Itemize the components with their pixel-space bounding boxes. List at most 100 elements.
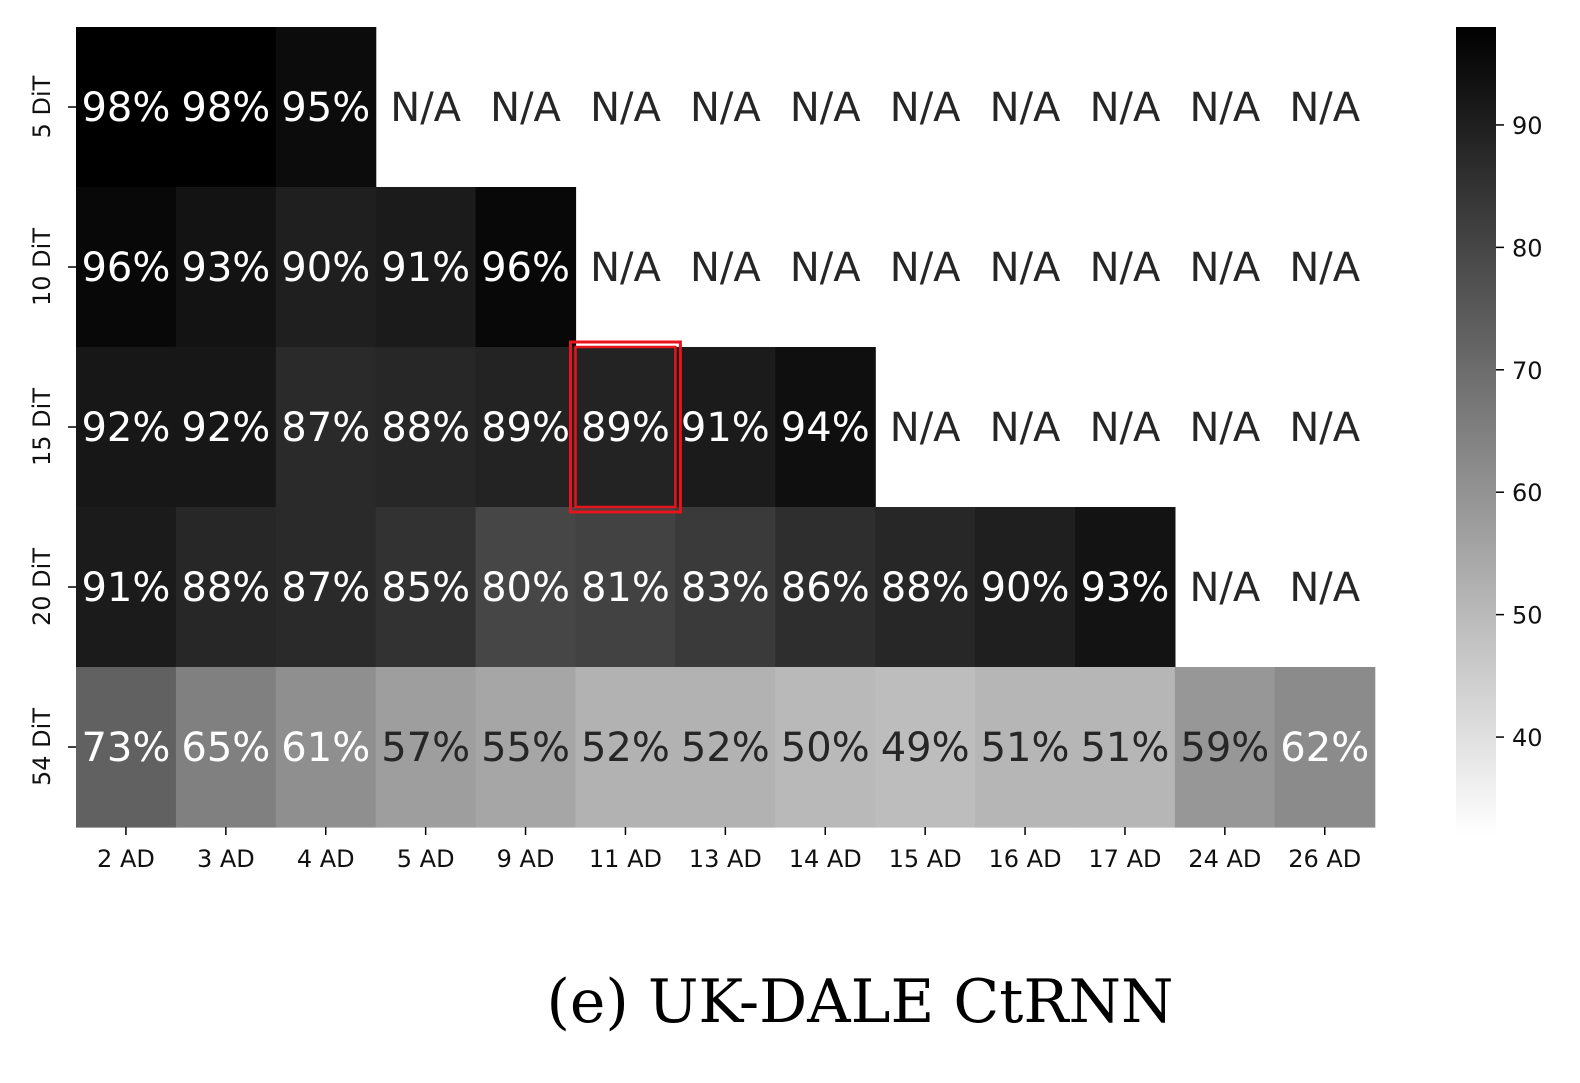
heatmap-cell (175, 507, 277, 668)
heatmap-na-label: N/A (990, 245, 1061, 291)
heatmap-na-label: N/A (1090, 405, 1161, 451)
colorbar-tick-label: 60 (1512, 479, 1543, 507)
heatmap-na-label: N/A (1189, 85, 1260, 131)
heatmap-cell (175, 347, 277, 508)
heatmap-cell (175, 187, 277, 348)
heatmap-na-label: N/A (1189, 565, 1260, 611)
heatmap-cell-label: 92% (181, 405, 270, 451)
heatmap-cell-label: 81% (581, 565, 670, 611)
heatmap-cell-label: 89% (481, 405, 570, 451)
colorbar: 40 50 60 70 80 90 (1456, 27, 1543, 835)
y-tick-label: 54 DiT (28, 708, 56, 786)
heatmap-cell (975, 507, 1076, 668)
heatmap-na-label: N/A (790, 85, 861, 131)
heatmap-cell (76, 27, 177, 188)
x-tick-label: 14 AD (789, 845, 862, 873)
heatmap-na-label: N/A (1289, 245, 1360, 291)
heatmap-na-label: N/A (890, 85, 961, 131)
x-tick-label: 4 AD (297, 845, 355, 873)
heatmap-cell-label: 93% (1080, 565, 1169, 611)
heatmap-cell-label: 73% (81, 725, 170, 771)
colorbar-tick-label: 80 (1512, 234, 1543, 262)
x-tick-label: 2 AD (97, 845, 155, 873)
heatmap-cell-label: 51% (1080, 725, 1169, 771)
heatmap-cell-label: 94% (781, 405, 870, 451)
heatmap-cell-label: 52% (681, 725, 770, 771)
x-tick-label: 11 AD (589, 845, 662, 873)
heatmap-cell (475, 347, 577, 508)
heatmap-cell (375, 347, 477, 508)
heatmap-cell-label: 65% (181, 725, 270, 771)
x-tick-label: 3 AD (197, 845, 255, 873)
heatmap-cell (1075, 667, 1176, 828)
heatmap-cell-label: 87% (281, 405, 370, 451)
heatmap-na-label: N/A (1289, 565, 1360, 611)
heatmap-na-label: N/A (1189, 245, 1260, 291)
heatmap-cell-label: 52% (581, 725, 670, 771)
heatmap-cell (875, 507, 976, 668)
heatmap-cell-label: 62% (1280, 725, 1369, 771)
heatmap-cell (1274, 667, 1376, 828)
heatmap-na-label: N/A (790, 245, 861, 291)
y-tick-label: 5 DiT (28, 75, 56, 138)
heatmap-cell-label: 88% (181, 565, 270, 611)
colorbar-tick-label: 70 (1512, 357, 1543, 385)
heatmap-na-label: N/A (590, 245, 661, 291)
heatmap-cell-label: 91% (381, 245, 470, 291)
heatmap-cell (175, 27, 277, 188)
heatmap-cells: 98% 98% 95% N/A N/A N/A N/A N/A N/A N/A N/A N/A N/A9… (76, 27, 1376, 828)
colorbar-tick-label: 90 (1512, 112, 1543, 140)
heatmap-cell-label: 90% (281, 245, 370, 291)
heatmap-na-label: N/A (890, 245, 961, 291)
x-tick-label: 24 AD (1188, 845, 1261, 873)
x-tick-label: 13 AD (689, 845, 762, 873)
heatmap-na-label: N/A (1289, 405, 1360, 451)
y-tick-label: 10 DiT (28, 228, 56, 306)
heatmap-cell (675, 667, 776, 828)
heatmap-cell (475, 507, 577, 668)
heatmap-na-label: N/A (390, 85, 461, 131)
heatmap-cell-label: 55% (481, 725, 570, 771)
colorbar-gradient (1456, 27, 1496, 835)
heatmap-cell-label: 80% (481, 565, 570, 611)
heatmap-cell (275, 507, 377, 668)
heatmap-cell (76, 667, 177, 828)
heatmap-cell (375, 507, 477, 668)
heatmap-cell (575, 507, 676, 668)
heatmap-cell (275, 187, 377, 348)
heatmap-cell (375, 667, 477, 828)
heatmap-cell (275, 347, 377, 508)
heatmap-cell-label: 87% (281, 565, 370, 611)
heatmap-na-label: N/A (990, 85, 1061, 131)
figure-caption: (e) UK-DALE CtRNN (546, 967, 1173, 1037)
colorbar-tick-label: 50 (1512, 602, 1543, 630)
heatmap-cell (175, 667, 277, 828)
heatmap-cell-label: 51% (981, 725, 1070, 771)
heatmap-na-label: N/A (590, 85, 661, 131)
heatmap-cell (275, 667, 377, 828)
heatmap-cell-label: 49% (881, 725, 970, 771)
heatmap-cell (975, 667, 1076, 828)
heatmap-cell (575, 667, 676, 828)
x-tick-label: 5 AD (397, 845, 455, 873)
heatmap-na-label: N/A (690, 85, 761, 131)
heatmap-cell-label: 96% (481, 245, 570, 291)
heatmap-na-label: N/A (690, 245, 761, 291)
heatmap-cell (76, 507, 177, 668)
heatmap-cell-label: 96% (81, 245, 170, 291)
heatmap-cell-label: 91% (681, 405, 770, 451)
heatmap-cell-label: 89% (581, 405, 670, 451)
heatmap-cell (775, 667, 876, 828)
heatmap-cell (375, 187, 477, 348)
heatmap-cell-label: 50% (781, 725, 870, 771)
heatmap-cell (475, 667, 577, 828)
highlight-inner-box (574, 345, 677, 509)
heatmap-cell-label: 88% (881, 565, 970, 611)
y-tick-label: 15 DiT (28, 388, 56, 466)
heatmap-cell (775, 347, 876, 508)
heatmap-cell-label: 93% (181, 245, 270, 291)
heatmap-cell (475, 187, 577, 348)
y-tick-label: 20 DiT (28, 548, 56, 626)
heatmap-na-label: N/A (1289, 85, 1360, 131)
